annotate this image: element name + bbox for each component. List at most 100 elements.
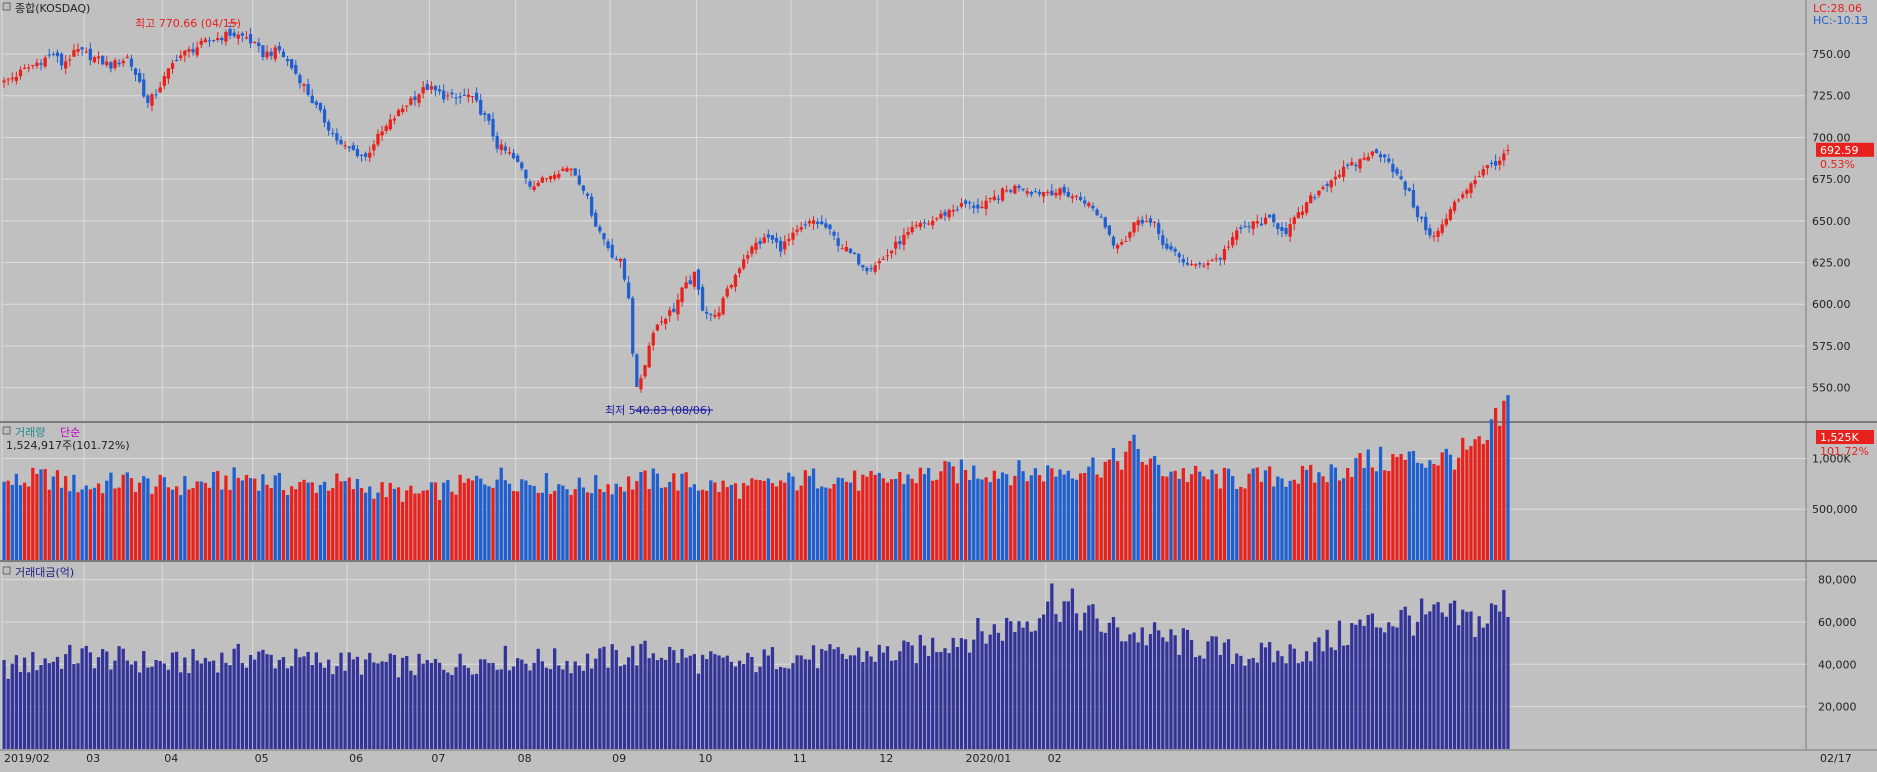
amount-bar: [1259, 642, 1264, 749]
candle-body: [972, 205, 976, 208]
amount-bar: [1444, 616, 1448, 749]
amount-bar: [1304, 651, 1309, 749]
candle-body: [992, 196, 996, 200]
volume-bar: [80, 489, 84, 560]
volume-bar: [166, 487, 171, 560]
candle-body: [1399, 176, 1403, 180]
volume-bar: [1415, 462, 1420, 560]
amount-bar: [1477, 616, 1481, 749]
volume-bar: [281, 490, 286, 560]
volume-bar: [1498, 425, 1502, 560]
amount-bar: [454, 667, 458, 749]
amount-bar: [1485, 623, 1490, 749]
candle-body: [1070, 196, 1075, 199]
candle-body: [380, 131, 384, 136]
candle-body: [1165, 243, 1169, 249]
amount-bar: [1350, 623, 1354, 749]
volume-bar: [602, 492, 606, 560]
amount-bar: [207, 661, 212, 749]
volume-bar: [96, 483, 101, 560]
volume-bar: [779, 480, 783, 560]
amount-bar: [1152, 622, 1157, 749]
candle-body: [1152, 221, 1157, 223]
x-axis-label: 08: [518, 752, 532, 765]
amount-bar: [1078, 630, 1083, 749]
amount-bar: [1436, 602, 1440, 749]
volume-bar: [651, 468, 655, 560]
volume-bar: [1276, 476, 1280, 560]
volume-bar: [1066, 470, 1070, 560]
candle-body: [1202, 265, 1206, 267]
candle-body: [491, 119, 495, 137]
volume-bar: [1309, 464, 1313, 560]
amount-bar: [750, 656, 754, 749]
volume-bar: [511, 491, 516, 560]
amount-bar: [536, 648, 540, 749]
volume-bar: [1259, 481, 1264, 560]
amount-bar: [737, 660, 742, 749]
volume-bar: [869, 470, 873, 560]
volume-bar: [1272, 486, 1276, 560]
candle-body: [1288, 224, 1292, 237]
candle-body: [1177, 253, 1181, 258]
candle-body: [339, 139, 343, 145]
amount-bar: [676, 662, 680, 749]
amount-bar: [1391, 626, 1395, 749]
panel-toggle-icon[interactable]: [2, 2, 11, 11]
candle-body: [618, 259, 623, 262]
volume-bar: [1358, 453, 1362, 560]
candle-body: [14, 76, 19, 81]
candle-body: [709, 313, 713, 315]
candle-body: [1218, 258, 1222, 260]
amount-bar: [121, 648, 125, 749]
amount-bar: [343, 670, 347, 749]
candle-body: [331, 132, 335, 134]
volume-bar: [507, 483, 512, 560]
volume-bar: [898, 471, 902, 560]
amount-bar: [335, 666, 339, 749]
panel-toggle-icon[interactable]: [2, 426, 11, 435]
volume-bar: [51, 476, 56, 560]
amount-bar: [59, 668, 64, 749]
volume-bar: [372, 498, 376, 560]
candle-body: [557, 173, 561, 178]
amount-bar: [281, 657, 286, 749]
amount-bar: [1313, 642, 1317, 749]
volume-bar: [894, 478, 898, 560]
volume-bar: [1124, 451, 1128, 560]
volume-bar: [762, 480, 766, 560]
volume-bar: [1243, 488, 1247, 560]
panel-toggle-icon[interactable]: [2, 566, 11, 575]
volume-bar: [1337, 480, 1342, 560]
candle-body: [836, 238, 840, 246]
volume-bar: [121, 474, 125, 560]
candle-body: [926, 223, 931, 225]
amount-bar: [1383, 632, 1387, 749]
volume-bar: [631, 489, 635, 560]
candle-body: [72, 49, 76, 57]
volume-bar: [261, 474, 265, 560]
volume-bar: [154, 486, 158, 560]
amount-bar: [1239, 655, 1243, 749]
amount-bar: [783, 667, 787, 749]
volume-bar: [598, 489, 602, 560]
volume-bar: [277, 472, 282, 560]
volume-bar: [1436, 465, 1440, 560]
volume-bar: [228, 489, 232, 560]
price-panel-title: 종합(KOSDAQ): [15, 2, 90, 15]
candle-body: [873, 265, 877, 272]
candle-body: [815, 221, 820, 224]
candle-body: [742, 259, 746, 269]
volume-bar: [811, 468, 816, 560]
amount-bar: [142, 651, 146, 749]
amount-bar: [368, 652, 372, 749]
amount-bar: [742, 664, 746, 749]
amount-bar: [832, 649, 836, 749]
volume-bar: [914, 483, 918, 560]
volume-bar: [1444, 448, 1448, 560]
candle-body: [1046, 191, 1050, 193]
amount-bar: [507, 670, 512, 749]
volume-bar: [565, 489, 569, 560]
volume-bar: [232, 467, 236, 560]
candle-body: [442, 90, 446, 100]
